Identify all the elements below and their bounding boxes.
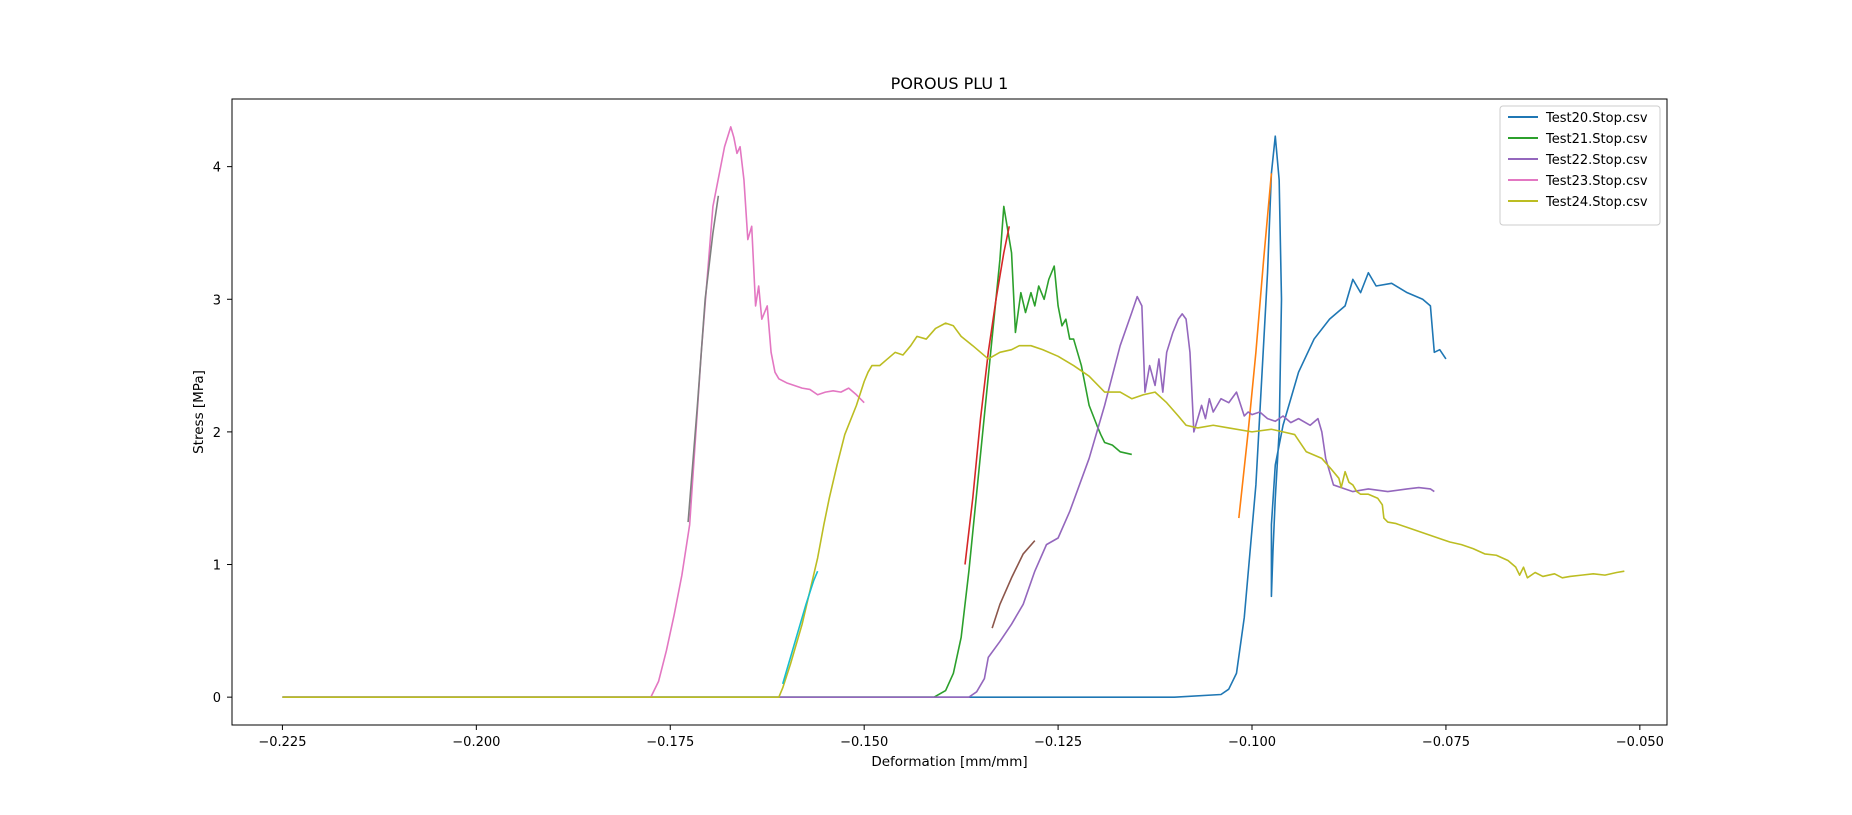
y-tick-label: 4 (213, 161, 221, 176)
legend: Test20.Stop.csv Test21.Stop.csv Test22.Sto… (1499, 105, 1661, 226)
legend-box (1499, 105, 1661, 226)
fit-segment-line (964, 226, 1011, 565)
series-line-test24-stop (282, 322, 1625, 698)
legend-label: Test24.Stop.csv (1545, 195, 1648, 210)
x-axis-label: Deformation [mm/mm] (871, 754, 1027, 770)
fit-segment-line (1238, 173, 1273, 519)
y-tick-label: 3 (213, 293, 221, 308)
series-line-test20-stop (282, 135, 1447, 698)
series-line-test21-stop (282, 205, 1132, 698)
chart-title: POROUS PLU 1 (891, 74, 1009, 93)
series-line-test22-stop (282, 295, 1435, 698)
legend-label: Test23.Stop.csv (1545, 174, 1648, 189)
fit-segment-line (991, 540, 1036, 629)
x-tick-label: −0.125 (1034, 735, 1082, 750)
x-tick-label: −0.200 (452, 735, 500, 750)
legend-label: Test22.Stop.csv (1545, 153, 1648, 168)
legend-label: Test20.Stop.csv (1545, 111, 1648, 126)
y-axis-label: Stress [MPa] (191, 370, 207, 454)
x-tick-label: −0.150 (840, 735, 888, 750)
y-tick-label: 1 (213, 559, 221, 574)
x-tick-label: −0.075 (1422, 735, 1470, 750)
x-tick-label: −0.100 (1228, 735, 1276, 750)
y-axis: 0 1 2 3 4 (213, 161, 232, 706)
axes-frame (231, 98, 1668, 726)
y-tick-label: 2 (213, 426, 221, 441)
x-tick-label: −0.050 (1616, 735, 1664, 750)
fit-segment-line (687, 195, 720, 523)
fit-segment-line (781, 570, 819, 685)
x-tick-label: −0.175 (646, 735, 694, 750)
series-layer (282, 126, 1625, 698)
x-axis: −0.225 −0.200 −0.175 −0.150 −0.125 −0.100 −0.0… (258, 725, 1664, 750)
legend-label: Test21.Stop.csv (1545, 132, 1648, 147)
x-tick-label: −0.225 (258, 735, 306, 750)
series-line-test23-stop (282, 126, 865, 698)
y-tick-label: 0 (213, 691, 221, 706)
